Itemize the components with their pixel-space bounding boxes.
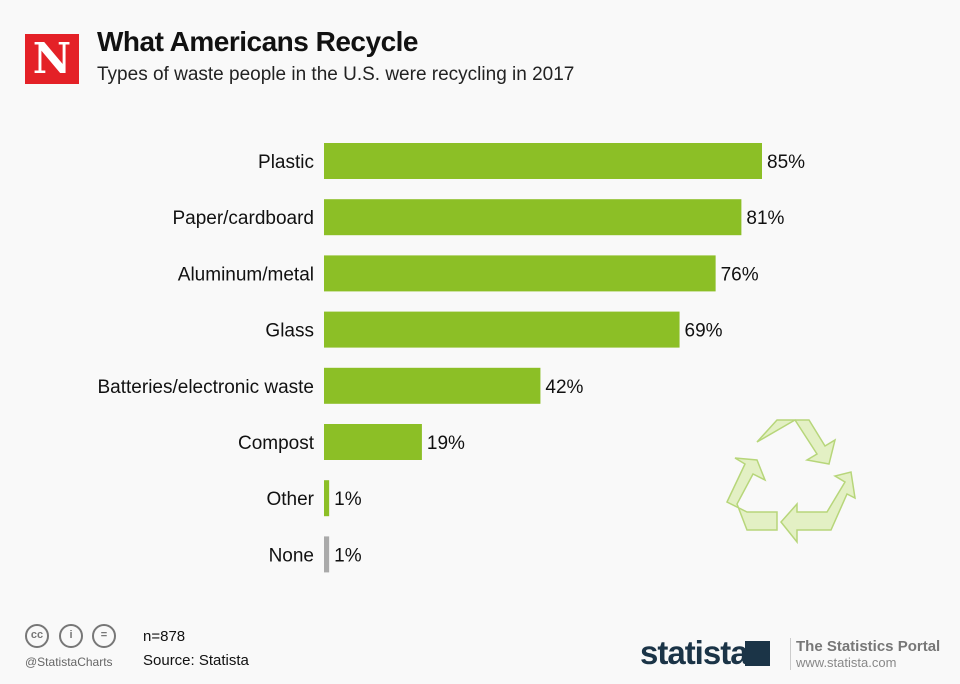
sample-size: n=878 [143, 628, 186, 645]
newsweek-logo: N [25, 34, 79, 84]
no-derivatives-icon: = [92, 624, 116, 648]
source-note: Source: Statista [143, 652, 249, 669]
bar-3 [324, 311, 680, 348]
chart-title: What Americans Recycle [97, 26, 419, 57]
category-label: Plastic [258, 152, 314, 173]
category-label: Batteries/electronic waste [98, 377, 315, 398]
value-label: 81% [746, 208, 784, 229]
bar-7 [324, 536, 330, 573]
chart-subtitle: Types of waste people in the U.S. were r… [97, 64, 575, 85]
bar-1 [324, 199, 742, 236]
portal-tagline: The Statistics Portal [796, 638, 941, 655]
value-label: 69% [685, 321, 723, 342]
category-label: None [269, 545, 314, 566]
value-label: 1% [334, 545, 362, 566]
bar-5 [324, 424, 422, 460]
category-label: Other [266, 489, 314, 510]
value-label: 19% [427, 433, 465, 454]
statista-url: www.statista.com [796, 655, 897, 670]
bar-2 [324, 255, 716, 292]
bar-6 [324, 480, 330, 517]
attribution-icon: i [59, 624, 83, 648]
cc-icon: cc [25, 624, 49, 648]
bar-chart: Plastic 85% Paper/cardboard 81% Aluminum/met… [98, 143, 856, 573]
value-label: 85% [767, 152, 805, 173]
statista-logo: statista [640, 634, 749, 671]
statista-mark-icon [745, 641, 770, 666]
category-label: Aluminum/metal [178, 264, 314, 285]
category-label: Glass [265, 321, 314, 342]
category-label: Paper/cardboard [172, 208, 314, 229]
bar-0 [324, 143, 762, 179]
category-label: Compost [238, 433, 315, 454]
divider [790, 638, 791, 670]
bar-4 [324, 367, 541, 404]
value-label: 1% [334, 489, 362, 510]
value-label: 76% [721, 264, 759, 285]
twitter-handle: @StatistaCharts [25, 655, 113, 669]
value-label: 42% [545, 377, 583, 398]
recycle-icon [726, 418, 856, 545]
